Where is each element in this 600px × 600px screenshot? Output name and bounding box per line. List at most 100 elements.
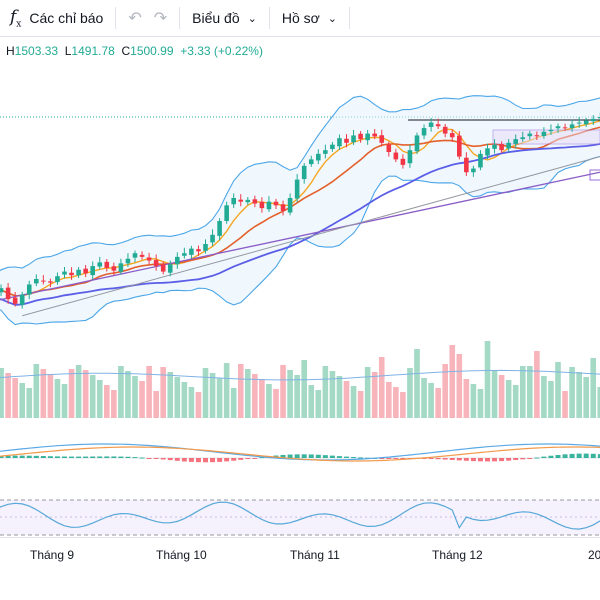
macd-histogram-bar xyxy=(0,456,4,458)
candle-body xyxy=(337,138,342,147)
volume-bar xyxy=(371,372,378,418)
volume-bar xyxy=(259,379,265,418)
ma-slow-line xyxy=(0,143,600,306)
candle-body xyxy=(583,120,589,125)
candle-body xyxy=(330,144,335,150)
high-label: H xyxy=(6,44,15,58)
volume-bar xyxy=(583,377,589,418)
macd-histogram-bar xyxy=(139,457,145,459)
candle-body xyxy=(449,133,455,138)
fx-icon: fx xyxy=(10,6,22,30)
volume-bar xyxy=(491,370,498,418)
volume-bar xyxy=(75,365,82,418)
price-chart[interactable] xyxy=(0,38,600,538)
candle-body xyxy=(5,287,11,300)
macd-histogram-bar xyxy=(188,458,194,462)
candle-body xyxy=(259,201,265,209)
volume-bar xyxy=(435,388,441,418)
volume-bar xyxy=(202,368,209,418)
macd-histogram-bar xyxy=(315,454,321,458)
macd-histogram-bar xyxy=(160,458,166,460)
candle-body xyxy=(97,262,103,267)
macd-histogram-bar xyxy=(146,458,152,459)
macd-histogram-bar xyxy=(111,456,117,458)
volume-bar xyxy=(111,390,117,418)
macd-histogram-bar xyxy=(97,456,103,458)
macd-histogram-bar xyxy=(597,454,600,458)
macd-histogram-bar xyxy=(294,454,300,458)
undo-icon[interactable]: ↶ xyxy=(128,10,142,27)
candle-body xyxy=(231,198,236,205)
volume-bar xyxy=(442,364,448,418)
candle-body xyxy=(548,129,554,132)
volume-bar xyxy=(118,366,124,418)
volume-bar xyxy=(449,345,456,418)
volume-bar xyxy=(421,378,427,418)
macd-signal-line xyxy=(0,446,600,462)
candle-body xyxy=(520,137,526,140)
candle-body xyxy=(182,253,187,256)
volume-bar xyxy=(195,392,202,418)
volume-bar xyxy=(237,364,244,418)
macd-histogram-bar xyxy=(336,456,342,458)
volume-bar xyxy=(590,358,597,418)
macd-histogram-bar xyxy=(5,455,11,458)
chart-type-dropdown[interactable]: Biểu đồ ⌄ xyxy=(180,0,269,37)
volume-bar xyxy=(519,366,526,418)
candle-body xyxy=(252,199,258,204)
low-value: 1491.78 xyxy=(71,44,115,58)
candle-body xyxy=(125,258,131,264)
macd-histogram-bar xyxy=(583,453,589,458)
macd-histogram-bar xyxy=(76,456,82,458)
volume-bar xyxy=(287,370,293,418)
candle-body xyxy=(541,131,547,136)
macd-histogram-bar xyxy=(555,454,561,458)
macd-histogram-bar xyxy=(153,458,159,459)
macd-histogram-bar xyxy=(329,455,335,458)
macd-histogram-bar xyxy=(224,458,230,462)
candle-body xyxy=(590,118,596,122)
low-label: L xyxy=(64,44,72,58)
candle-body xyxy=(555,126,561,129)
macd-histogram-bar xyxy=(252,458,258,459)
candle-body xyxy=(351,135,356,143)
volume-bar xyxy=(245,369,251,418)
candle-body xyxy=(435,124,441,127)
macd-histogram-bar xyxy=(379,458,385,459)
macd-histogram-bar xyxy=(12,455,18,458)
candle-body xyxy=(132,253,138,258)
candle-body xyxy=(506,142,511,149)
candle-body xyxy=(478,153,483,168)
candle-body xyxy=(527,133,533,137)
axis-divider xyxy=(0,537,600,538)
macd-histogram-bar xyxy=(541,456,547,458)
redo-icon[interactable]: ↷ xyxy=(153,10,168,27)
volume-bar xyxy=(484,341,491,418)
volume-bar xyxy=(54,379,61,418)
macd-histogram-bar xyxy=(449,458,455,460)
toolbar-divider xyxy=(115,7,117,29)
candle-body xyxy=(62,271,67,275)
volume-bar xyxy=(40,369,47,418)
candle-body xyxy=(287,198,293,213)
macd-histogram-bar xyxy=(83,456,89,458)
macd-histogram-bar xyxy=(19,455,25,458)
macd-histogram-bar xyxy=(393,458,399,459)
profile-dropdown[interactable]: Hồ sơ ⌄ xyxy=(270,0,349,37)
candle-body xyxy=(485,148,490,156)
candle-body xyxy=(280,204,286,211)
candle-body xyxy=(379,135,385,143)
volume-bar xyxy=(512,385,519,418)
candle-body xyxy=(562,127,568,129)
candle-body xyxy=(492,144,497,149)
volume-bar xyxy=(386,382,392,418)
candle-body xyxy=(153,260,159,267)
macd-histogram-bar xyxy=(118,456,124,458)
indicators-button[interactable]: fx Các chỉ báo xyxy=(0,0,115,37)
macd-histogram-bar xyxy=(301,454,307,458)
volume-bar xyxy=(33,364,40,418)
candle-body xyxy=(245,199,251,203)
candle-body xyxy=(90,266,95,276)
volume-bar xyxy=(61,384,68,418)
range-box xyxy=(492,129,600,145)
